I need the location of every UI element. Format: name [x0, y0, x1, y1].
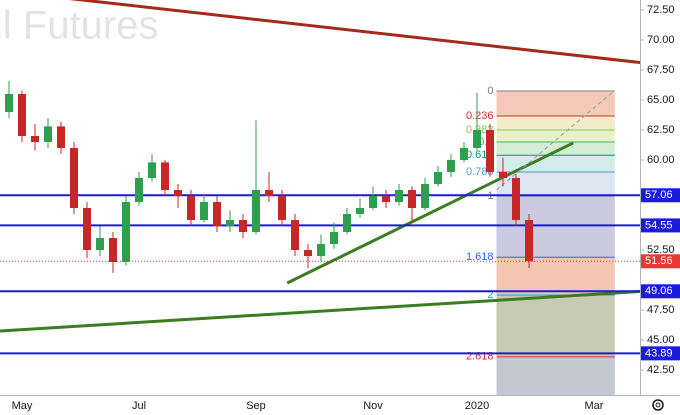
candle-body	[382, 195, 390, 203]
fib-band	[496, 141, 615, 156]
fib-band	[496, 129, 615, 142]
candle-body	[512, 177, 520, 221]
candle-body	[18, 93, 26, 136]
x-tick-label: 2020	[465, 400, 489, 412]
y-tick-label: 72.50	[647, 4, 675, 16]
candle-body	[291, 220, 299, 251]
price-label-box	[641, 284, 680, 299]
fib-band	[496, 356, 615, 395]
candle-body	[57, 126, 65, 148]
candle-body	[135, 177, 143, 203]
candle-body	[70, 147, 78, 209]
fib-level-label: 0	[487, 85, 493, 97]
candle-body	[330, 232, 338, 245]
candle-body	[460, 147, 468, 160]
y-tick-label: 70.00	[647, 34, 675, 46]
candle-body	[187, 195, 195, 221]
candle-body	[44, 126, 52, 142]
gear[interactable]	[652, 399, 664, 411]
candle-body	[252, 189, 260, 233]
trendline	[0, 289, 640, 333]
candle-body	[174, 189, 182, 196]
y-tick-label: 47.50	[647, 304, 675, 316]
candle-body	[31, 135, 39, 142]
candle-body	[395, 189, 403, 203]
y-tick-label: 67.50	[647, 64, 675, 76]
price-label: 54.55	[645, 219, 673, 231]
candle-body	[499, 171, 507, 178]
candle-body	[5, 93, 13, 112]
candle-body	[447, 159, 455, 172]
candle-body	[161, 162, 169, 190]
price-label-box	[641, 188, 680, 203]
fib-level-label: 2	[487, 289, 493, 301]
candle-body	[421, 183, 429, 209]
x-tick-label: Mar	[585, 400, 604, 412]
fib-band	[496, 155, 615, 172]
fib-band	[496, 257, 615, 296]
candle-body	[278, 195, 286, 221]
candle-body	[356, 208, 364, 215]
candle-body	[96, 238, 104, 251]
x-tick-label: Jul	[132, 400, 146, 412]
candle-body	[109, 238, 117, 263]
candle-body	[200, 202, 208, 221]
x-tick-label: Nov	[363, 400, 383, 412]
candle-body	[369, 195, 377, 209]
candle-body	[239, 220, 247, 233]
last-price-label: 51.56	[645, 255, 673, 267]
candle-body	[408, 189, 416, 209]
x-tick-label: Sep	[246, 400, 266, 412]
candle-body	[434, 171, 442, 184]
price-label: 57.06	[645, 189, 673, 201]
trendline	[286, 141, 574, 285]
price-label-box	[641, 346, 680, 361]
y-tick-label: 45.00	[647, 334, 675, 346]
last-price-box	[641, 254, 680, 269]
gear-hub	[655, 402, 661, 408]
trendline	[496, 89, 616, 191]
candle-body	[122, 202, 130, 263]
settings-icon[interactable]	[652, 399, 664, 411]
fib-band	[496, 90, 615, 116]
x-tick-label: May	[12, 400, 33, 412]
fib-band	[496, 295, 615, 357]
candle-body	[226, 220, 234, 227]
trendline	[68, 0, 640, 65]
fib-band	[496, 115, 615, 130]
price-label: 43.89	[645, 347, 673, 359]
y-tick-label: 62.50	[647, 124, 675, 136]
y-tick-label: 60.00	[647, 154, 675, 166]
candle-body	[317, 244, 325, 257]
price-label-box	[641, 218, 680, 233]
y-tick-label: 65.00	[647, 94, 675, 106]
candle-body	[213, 202, 221, 227]
candle-body	[148, 162, 156, 178]
watermark-title: il Futures	[0, 4, 159, 48]
candle-body	[343, 214, 351, 233]
y-tick-label: 42.50	[647, 364, 675, 376]
candle-body	[486, 129, 494, 172]
fib-level-label: 1.618	[466, 251, 494, 263]
fib-level-label: 0.236	[466, 110, 494, 122]
candle-body	[473, 129, 481, 148]
candle-body	[265, 189, 273, 196]
candle-body	[83, 208, 91, 251]
y-tick-label: 52.50	[647, 244, 675, 256]
candle-body	[304, 250, 312, 257]
price-label: 49.06	[645, 285, 673, 297]
candle-body	[525, 220, 533, 262]
